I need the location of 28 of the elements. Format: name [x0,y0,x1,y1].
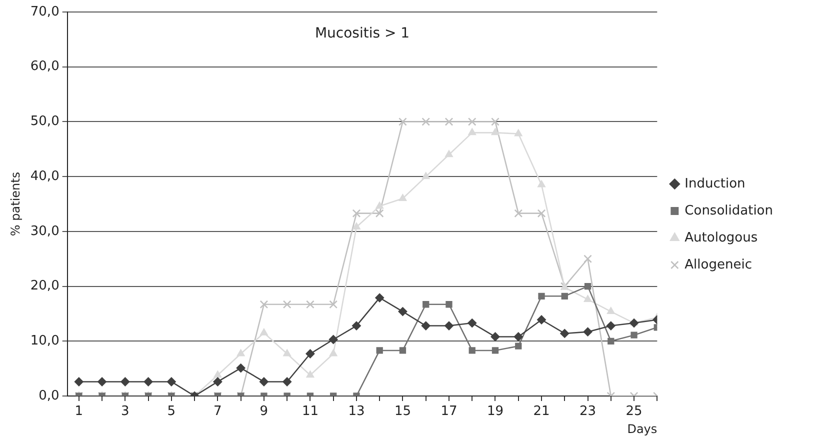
legend-label: Allogeneic [684,257,752,272]
y-tick-label: 10,0 [30,334,60,349]
y-tick-label: 50,0 [30,114,60,130]
x-tick-label: 17 [440,404,458,420]
x-tick-label: 1 [74,404,84,420]
x-tick-label: 9 [260,404,268,420]
x-tick-label: 25 [626,404,642,420]
x-tick-label: 19 [486,404,504,420]
legend-label: Consolidation [684,203,774,218]
y-tick-label: 70,0 [30,4,60,20]
x-tick-label: 13 [348,404,365,420]
legend-label: Induction [684,176,746,192]
y-tick-label: 40,0 [30,168,60,184]
x-tick-label: 15 [394,404,412,420]
x-tick-label: 23 [579,404,596,420]
x-tick-label: 3 [121,404,130,420]
text: Mucositis > 1 [314,26,410,42]
y-tick-label: 30,0 [30,224,60,239]
y-tick-label: 0,0 [38,388,60,404]
y-tick-label: 60,0 [30,59,60,74]
y-tick-label: 20,0 [30,278,60,294]
x-axis-title: Days [627,422,658,436]
x-tick-label: 11 [302,404,318,420]
y-axis-title: % patients [8,172,22,236]
legend-label: Autologous [684,230,758,246]
x-tick-label: 7 [214,404,222,420]
x-tick-label: 21 [533,404,550,420]
x-tick-label: 5 [167,404,176,420]
